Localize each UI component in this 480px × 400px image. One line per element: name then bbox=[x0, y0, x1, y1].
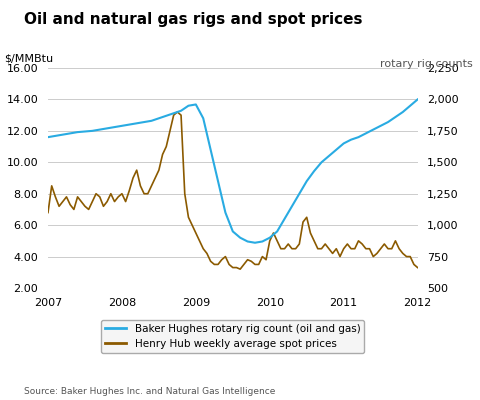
Legend: Baker Hughes rotary rig count (oil and gas), Henry Hub weekly average spot price: Baker Hughes rotary rig count (oil and g… bbox=[101, 320, 364, 353]
Text: Source: Baker Hughes Inc. and Natural Gas Intelligence: Source: Baker Hughes Inc. and Natural Ga… bbox=[24, 387, 276, 396]
Text: Oil and natural gas rigs and spot prices: Oil and natural gas rigs and spot prices bbox=[24, 12, 362, 27]
Y-axis label: rotary rig counts: rotary rig counts bbox=[380, 59, 473, 69]
Y-axis label: $/MMBtu: $/MMBtu bbox=[4, 54, 53, 64]
